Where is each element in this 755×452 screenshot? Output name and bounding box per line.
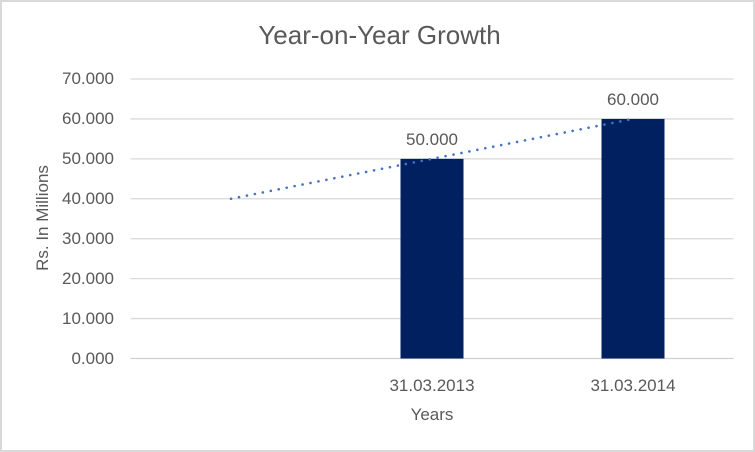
bar-31.03.2013: [400, 158, 464, 359]
bar-data-label: 50.000: [406, 129, 458, 149]
y-tick-label: 70.000: [62, 69, 114, 88]
y-tick-label: 0.000: [71, 348, 114, 368]
trendline: [229, 117, 635, 201]
x-axis-title: Years: [410, 405, 454, 424]
y-tick-label: 50.000: [62, 148, 114, 168]
y-tick-label: 60.000: [62, 108, 114, 128]
chart-title: Year-on-Year Growth: [258, 20, 501, 50]
y-tick-label: 10.000: [62, 308, 114, 328]
x-tick-label: 31.03.2014: [590, 376, 676, 395]
y-tick-label: 20.000: [62, 268, 114, 288]
y-tick-label: 40.000: [62, 188, 114, 208]
y-tick-label: 30.000: [62, 228, 114, 248]
bar-31.03.2014: [601, 118, 665, 359]
bar-data-label: 60.000: [607, 89, 659, 109]
x-tick-label: 31.03.2013: [389, 376, 475, 395]
